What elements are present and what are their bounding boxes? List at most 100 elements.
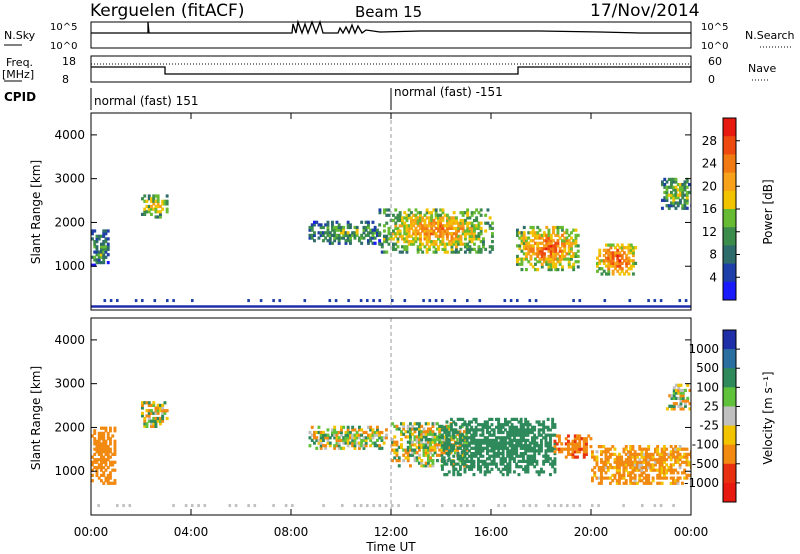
data-cell: [454, 435, 457, 439]
data-cell: [317, 425, 321, 429]
data-cell: [516, 231, 519, 235]
data-cell: [111, 481, 115, 485]
data-cell: [510, 433, 514, 437]
data-cell: [434, 213, 438, 217]
data-cell: [111, 468, 115, 472]
data-cell: [490, 417, 494, 421]
data-cell: [360, 428, 364, 432]
data-cell: [501, 452, 505, 456]
ground-scatter-cell: [347, 299, 350, 303]
data-cell: [675, 383, 678, 387]
data-cell: [145, 414, 149, 418]
data-cell: [519, 420, 523, 424]
data-cell: [322, 430, 325, 435]
data-cell: [620, 473, 624, 477]
data-cell: [364, 233, 368, 237]
data-cell: [97, 434, 101, 438]
data-cell: [675, 396, 678, 400]
data-cell: [430, 221, 434, 225]
data-cell: [355, 228, 359, 232]
data-cell: [97, 458, 101, 462]
data-cell: [670, 204, 673, 208]
data-cell: [396, 218, 400, 223]
colorbar-tick-label: 1000: [688, 342, 719, 356]
data-cell: [454, 467, 458, 471]
data-cell: [326, 239, 330, 243]
data-cell: [324, 433, 328, 437]
data-cell: [501, 459, 505, 463]
data-cell: [622, 447, 626, 451]
data-cell: [627, 256, 631, 260]
data-cell: [631, 445, 635, 449]
data-cell: [464, 242, 467, 246]
data-cell: [580, 447, 584, 451]
data-cell: [627, 458, 630, 462]
data-cell: [591, 468, 594, 472]
data-cell: [437, 234, 440, 238]
data-cell: [109, 463, 112, 467]
data-cell: [504, 465, 507, 469]
data-cell: [460, 451, 464, 455]
data-cell: [313, 220, 316, 224]
data-cell: [409, 422, 412, 426]
data-cell: [454, 443, 457, 447]
data-cell: [93, 250, 97, 254]
data-cell: [638, 452, 642, 456]
data-cell: [392, 247, 395, 251]
data-cell: [669, 445, 673, 449]
data-cell: [604, 471, 608, 475]
data-cell: [468, 467, 471, 471]
data-cell: [638, 463, 642, 467]
data-cell: [614, 246, 617, 250]
data-cell: [113, 481, 117, 485]
data-cell: [549, 428, 552, 432]
data-cell: [355, 433, 359, 437]
data-cell: [415, 459, 419, 463]
data-cell: [495, 425, 498, 429]
data-cell: [447, 427, 451, 431]
data-cell: [434, 208, 438, 212]
data-cell: [382, 436, 386, 440]
data-cell: [510, 452, 514, 456]
data-cell: [597, 466, 601, 470]
data-cell: [534, 252, 537, 256]
data-cell: [416, 216, 420, 220]
data-cell: [633, 455, 637, 459]
data-cell: [360, 444, 364, 448]
data-cell: [143, 212, 147, 216]
data-cell: [401, 221, 404, 225]
data-cell: [145, 424, 149, 428]
data-cell: [685, 185, 689, 189]
data-cell: [324, 231, 328, 235]
data-cell: [424, 451, 428, 455]
data-cell: [492, 449, 496, 453]
colorbar-tick-label: -1000: [684, 476, 719, 490]
data-cell: [418, 435, 421, 439]
data-cell: [519, 444, 523, 448]
data-cell: [428, 232, 431, 236]
data-cell: [492, 433, 496, 437]
data-cell: [578, 447, 582, 451]
data-cell: [609, 481, 612, 485]
data-cell: [470, 441, 474, 445]
data-cell: [427, 438, 430, 442]
data-cell: [472, 465, 476, 469]
data-cell: [385, 213, 389, 217]
data-cell: [470, 452, 474, 456]
data-cell: [499, 446, 503, 450]
data-cell: [342, 446, 346, 450]
data-cell: [376, 430, 379, 435]
data-cell: [600, 479, 603, 483]
data-cell: [468, 245, 472, 249]
data-cell: [627, 248, 631, 252]
data-cell: [459, 438, 462, 442]
data-cell: [161, 419, 165, 423]
data-cell: [346, 220, 350, 224]
data-cell: [527, 249, 531, 253]
ground-scatter-cell: [572, 299, 575, 303]
data-cell: [520, 236, 524, 240]
data-cell: [463, 467, 467, 471]
data-cell: [520, 233, 524, 237]
data-cell: [425, 250, 429, 254]
